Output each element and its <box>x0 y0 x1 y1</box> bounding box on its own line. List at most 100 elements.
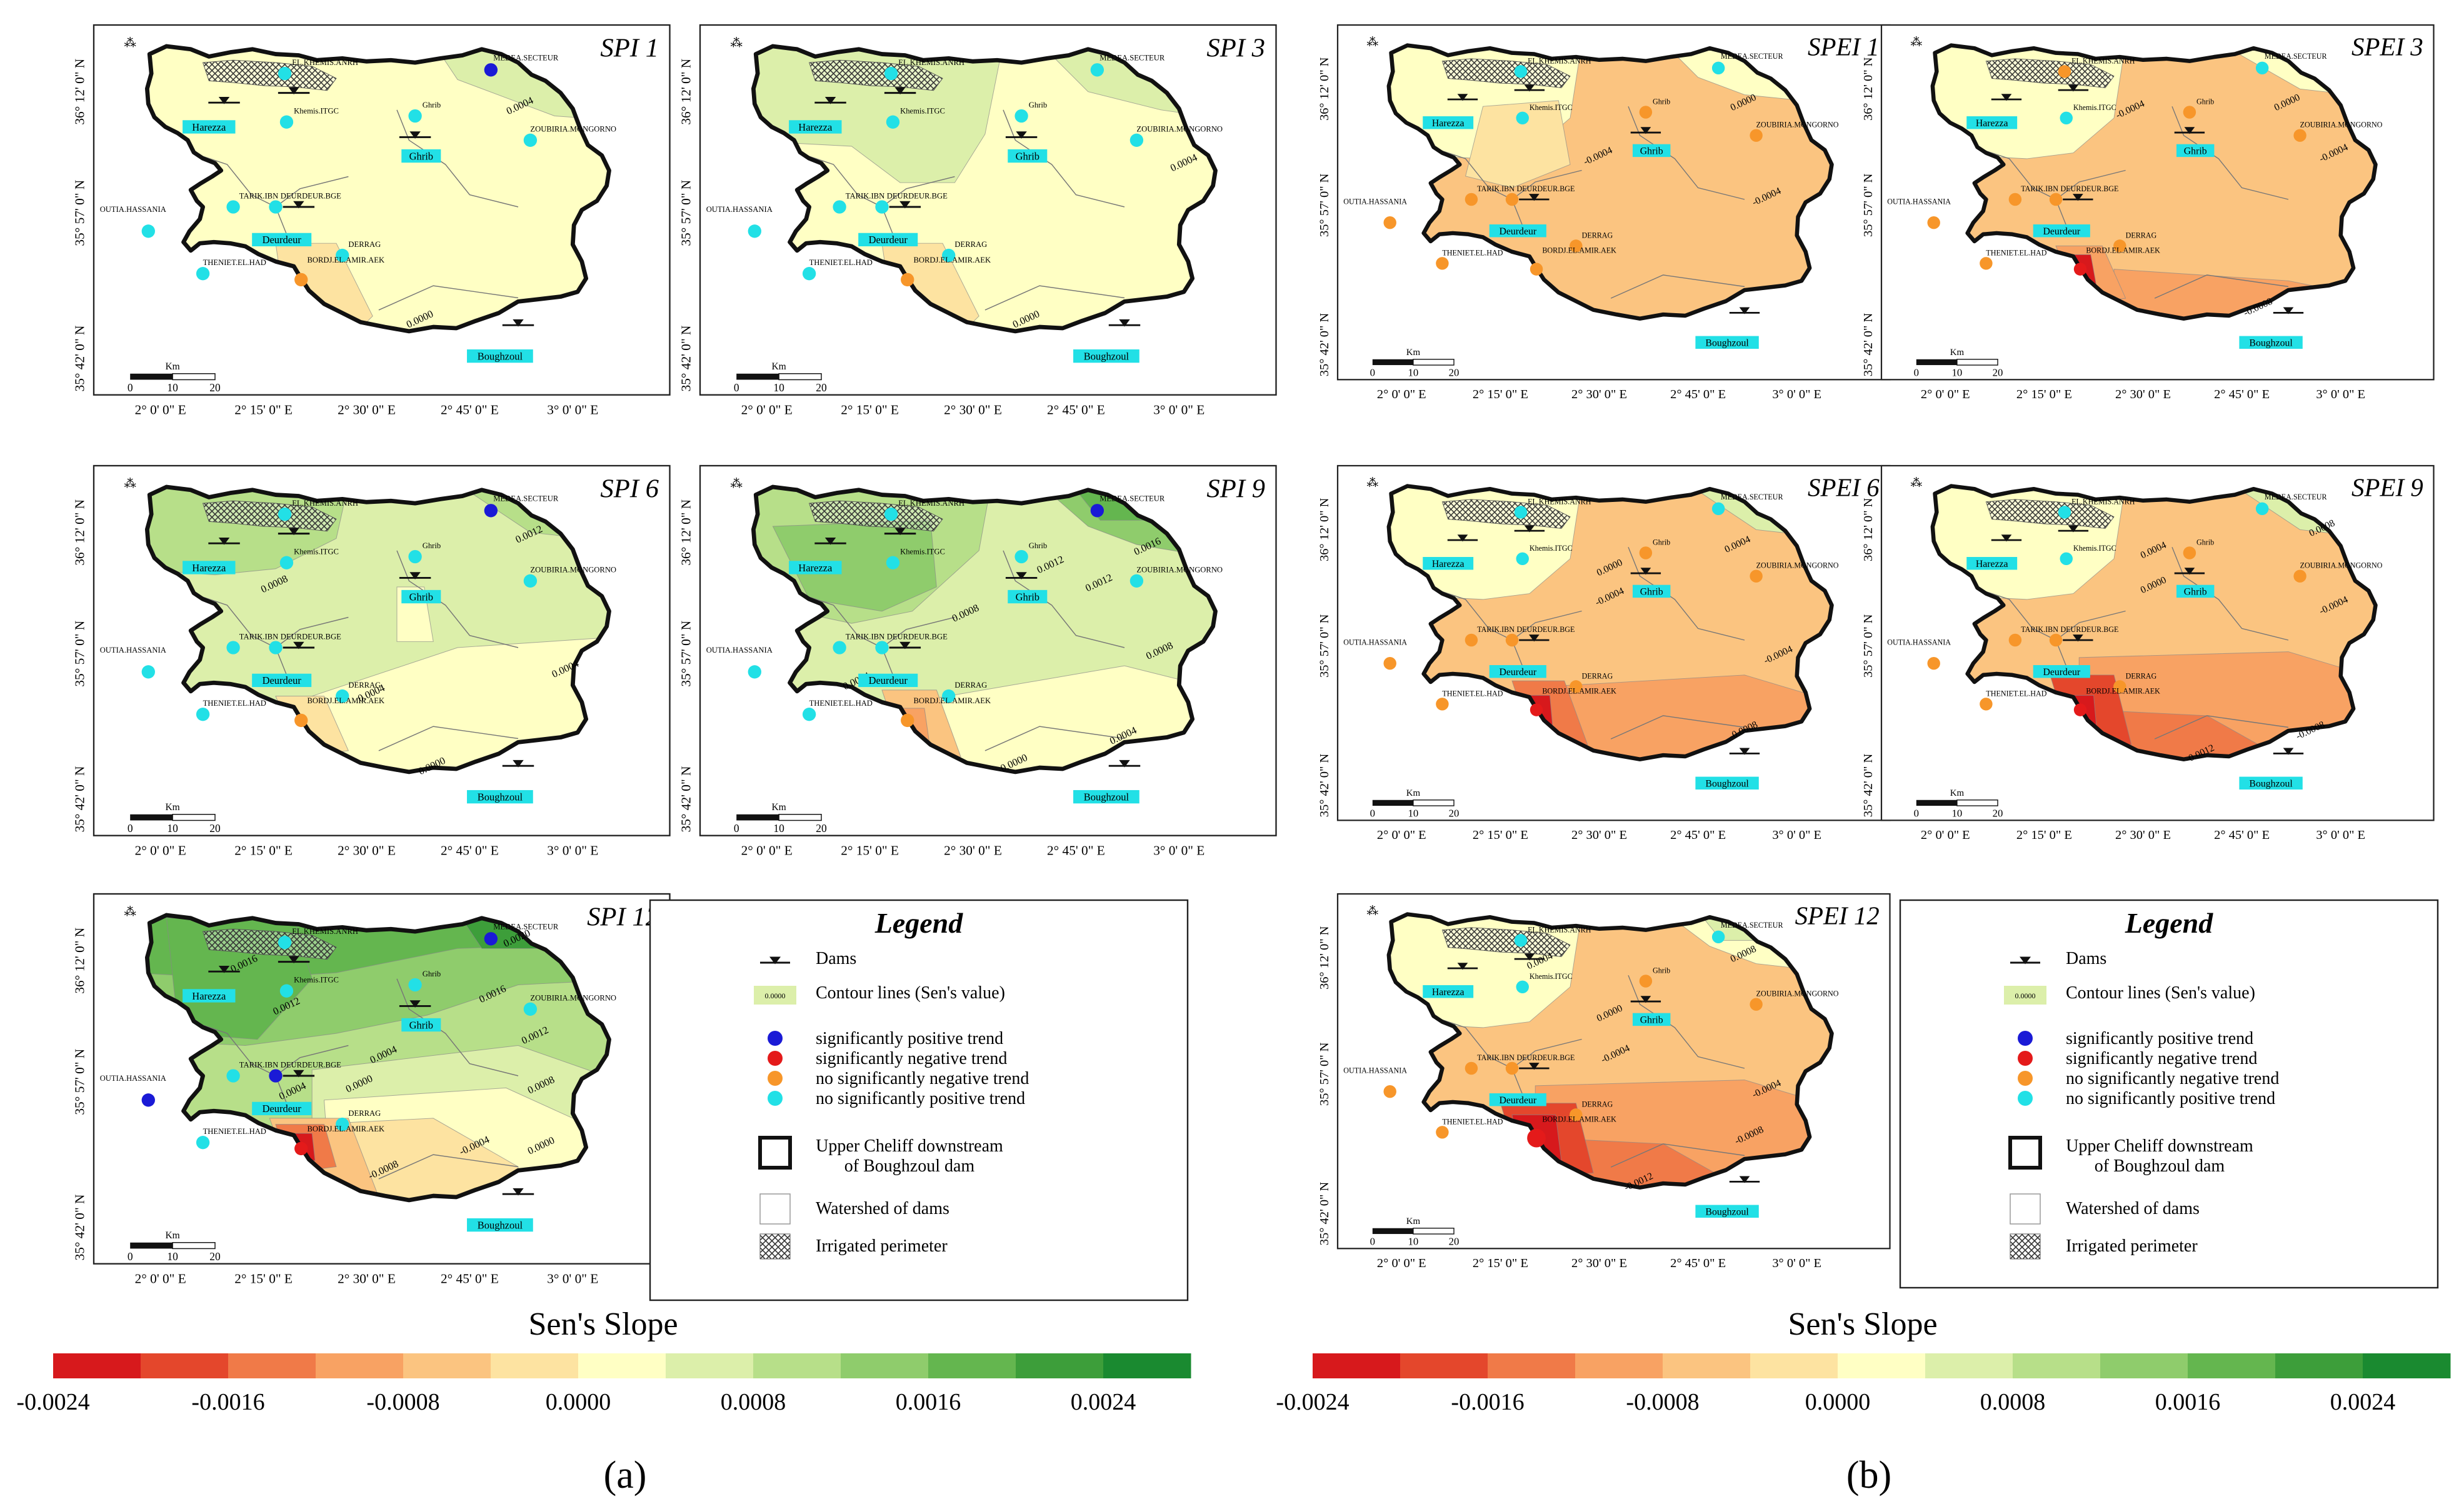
station-marker <box>875 200 889 214</box>
irrigated-perimeter <box>808 500 943 532</box>
dam-icon <box>1108 760 1141 768</box>
station-label: THENIET.EL.HAD <box>203 699 266 708</box>
station-label: ZOUBIRIA.MONGORNO <box>1756 121 1839 129</box>
dam-icon <box>1519 194 1550 201</box>
lon-label: 2° 15' 0" E <box>234 403 293 418</box>
station-marker <box>141 224 155 238</box>
dam-label: Boughzoul <box>1705 778 1749 789</box>
station-marker <box>1927 656 1940 670</box>
upper-cheliff-boundary <box>144 913 611 1203</box>
station-marker <box>942 689 956 703</box>
irrigated-perimeter <box>1985 499 2115 529</box>
station-marker <box>1516 552 1529 566</box>
watershed-swatch <box>2010 1193 2041 1225</box>
irrigated-perimeter <box>1985 58 2115 88</box>
legend-item-label: Contour lines (Sen's value) <box>2066 983 2255 1003</box>
dam-label: Boughzoul <box>478 350 523 362</box>
dam-label: Deurdeur <box>869 234 908 246</box>
trend-marker <box>768 1051 783 1066</box>
station-label: BORDJ.EL.AMIR.AEK <box>1542 246 1616 255</box>
colorbar-tick: 0.0000 <box>1805 1389 1871 1415</box>
station-marker <box>2255 502 2269 516</box>
station-marker <box>2060 111 2073 125</box>
station-marker <box>408 549 422 564</box>
scale-bar-black <box>1372 800 1413 806</box>
lon-label: 2° 30' 0" E <box>944 843 1002 858</box>
station-label: TARIK.IBN <box>239 191 278 200</box>
station-marker <box>2113 680 2126 693</box>
map-spei12: ⁂ SPEI 120.00080.00040.0000-0.0004-0.0004… <box>1318 893 1891 1270</box>
scale-bar-black <box>736 373 779 380</box>
lon-label: 2° 30' 0" E <box>338 843 396 858</box>
colorbar-swatch <box>1016 1353 1104 1378</box>
dam-icon <box>760 956 790 965</box>
legend-item-label: significantly positive trend <box>816 1029 1003 1048</box>
station-label: THENIET.EL.HAD <box>1442 248 1503 257</box>
station-marker <box>279 115 294 129</box>
dam-icon <box>1519 1063 1550 1070</box>
north-arrow-icon: ⁂ <box>731 37 743 50</box>
dam-label: Deurdeur <box>1499 667 1536 678</box>
station-marker <box>336 689 349 703</box>
station-marker <box>484 63 498 77</box>
lon-label: 2° 0' 0" E <box>1921 828 1970 842</box>
dam-label-bg <box>789 120 842 134</box>
dam-label: Boughzoul <box>1705 1206 1749 1217</box>
colorbar-tick: 0.0008 <box>721 1389 786 1415</box>
station-label: MEDEA.SECTEUR <box>493 53 559 62</box>
map-title: SPEI 9 <box>2351 473 2423 501</box>
watershed-of-dams <box>1430 546 1745 739</box>
scale-tick: 0 <box>128 822 133 835</box>
station-marker <box>2113 239 2126 253</box>
colorbar-swatch <box>228 1353 316 1378</box>
scale-bar-white <box>1956 800 1998 806</box>
station-marker <box>1014 109 1028 123</box>
station-label: MEDEA.SECTEUR <box>2265 493 2328 501</box>
station-marker <box>886 115 900 129</box>
lon-label: 2° 45' 0" E <box>1670 388 1726 401</box>
station-marker <box>901 713 914 728</box>
station-label: TARIK.IBN <box>1477 625 1515 634</box>
colorbar-tick: -0.0024 <box>1276 1389 1349 1415</box>
watershed-of-dams <box>190 978 519 1180</box>
dam-icon <box>1447 94 1478 101</box>
dam-label: Ghrib <box>2184 146 2207 156</box>
colorbar-swatch <box>2100 1353 2188 1378</box>
station-label: OUTIA.HASSANIA <box>1887 638 1951 646</box>
scale-tick: 10 <box>1408 808 1419 820</box>
legend-item-label: no significantly negative trend <box>816 1069 1029 1088</box>
station-label: BORDJ.EL.AMIR.AEK <box>1542 1115 1616 1124</box>
station-marker <box>1505 633 1519 647</box>
dam-label: Deurdeur <box>263 674 302 686</box>
legend-title: Legend <box>874 907 964 939</box>
colorbar-swatch <box>2363 1353 2451 1378</box>
dam-label-bg <box>858 673 918 688</box>
station-label: OUTIA.HASSANIA <box>1887 197 1951 206</box>
colorbar-swatch <box>2013 1353 2101 1378</box>
dam-icon <box>208 965 240 973</box>
dam-label: Deurdeur <box>2043 667 2080 678</box>
dam-label-bg <box>467 1218 533 1232</box>
scale-bar-black <box>736 814 779 821</box>
scale-tick: 10 <box>1952 367 1963 379</box>
scale-tick: 20 <box>1449 367 1460 379</box>
station-marker <box>748 224 761 238</box>
irrigated-perimeter <box>1441 58 1571 88</box>
lon-label: 2° 45' 0" E <box>441 843 499 858</box>
dam-icon <box>283 1070 315 1078</box>
dam-icon <box>1729 1176 1760 1183</box>
lat-label: 36° 12' 0" N <box>1318 57 1331 121</box>
dam-label-bg <box>467 349 533 363</box>
dam-label: Ghrib <box>409 1019 433 1031</box>
station-label: EL.KHEMIS.ANRH <box>2071 56 2135 65</box>
lon-label: 2° 30' 0" E <box>944 403 1002 418</box>
dam-icon <box>1108 319 1141 327</box>
lon-label: 3° 0' 0" E <box>1153 843 1204 858</box>
map-title: SPI 9 <box>1206 474 1265 503</box>
lon-label: 3° 0' 0" E <box>1772 388 1821 401</box>
dam-label-bg <box>2176 584 2215 598</box>
lon-label: 2° 30' 0" E <box>338 403 396 418</box>
lon-label: 3° 0' 0" E <box>1153 403 1204 418</box>
legend-item-label: Dams <box>816 949 856 968</box>
station-marker <box>1750 998 1763 1011</box>
